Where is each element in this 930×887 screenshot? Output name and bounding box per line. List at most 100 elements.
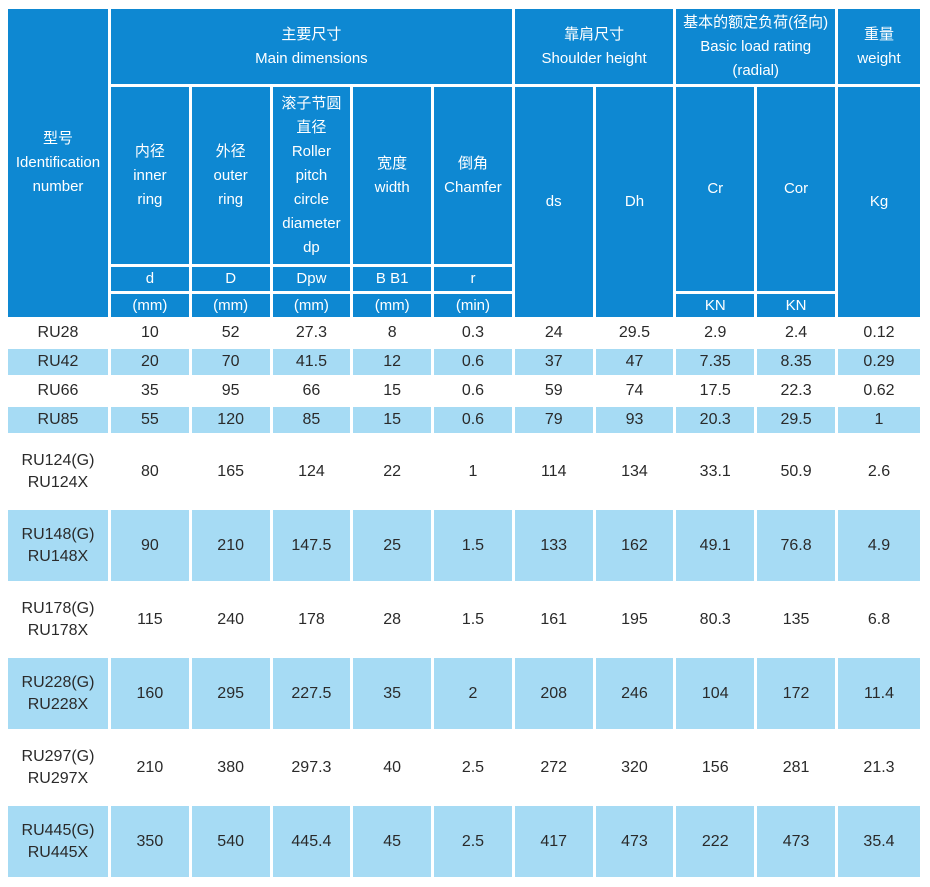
cell-D: 540 [191,806,270,877]
cell-d: 10 [111,320,189,346]
cell-Cor: 281 [757,732,835,803]
cell-Dh: 473 [595,806,674,877]
cell-Cr: 2.9 [676,320,755,346]
cell-Cr: 7.35 [676,349,755,375]
cell-r: 0.3 [434,320,512,346]
cell-ds: 79 [514,407,593,433]
cell-D: 52 [191,320,270,346]
cell-Cr: 156 [676,732,755,803]
cell-B-B1: 15 [353,378,432,404]
cell-model: RU28 [8,320,108,346]
unit-b-b1: (mm) [353,294,432,317]
cell-Cor: 135 [757,584,835,655]
cell-Dpw: 27.3 [272,320,351,346]
cell-Cor: 50.9 [757,436,835,507]
cell-Cr: 80.3 [676,584,755,655]
cell-Kg: 21.3 [838,732,920,803]
cell-ds: 417 [514,806,593,877]
col-header-ds: ds [514,87,593,317]
cell-Dh: 320 [595,732,674,803]
cell-ds: 208 [514,658,593,729]
cell-Kg: 4.9 [838,510,920,581]
cell-Cor: 2.4 [757,320,835,346]
cell-Kg: 1 [838,407,920,433]
unit-cor: KN [757,294,835,317]
group-header-weight: 重量 weight [838,9,920,84]
cell-Kg: 0.12 [838,320,920,346]
unit-cr: KN [676,294,755,317]
cell-Dh: 29.5 [595,320,674,346]
cell-Dpw: 297.3 [272,732,351,803]
cell-D: 210 [191,510,270,581]
cell-r: 2.5 [434,732,512,803]
cell-Kg: 2.6 [838,436,920,507]
table-row: RU228(G) RU228X 160 295 227.5 35 2 208 246 104 17… [8,658,920,729]
cell-ds: 114 [514,436,593,507]
cell-Cor: 76.8 [757,510,835,581]
col-header-cr: Cr [676,87,755,291]
symbol-r: r [434,267,512,291]
cell-Dh: 162 [595,510,674,581]
cell-d: 80 [111,436,189,507]
cell-r: 2.5 [434,806,512,877]
cell-ds: 37 [514,349,593,375]
cell-Kg: 6.8 [838,584,920,655]
unit-dpw: (mm) [272,294,351,317]
unit-D: (mm) [191,294,270,317]
col-header-inner-ring: 内径 inner ring [111,87,189,264]
cell-model: RU124(G) RU124X [8,436,108,507]
cell-r: 0.6 [434,407,512,433]
table-row: RU178(G) RU178X 115 240 178 28 1.5 161 195 80.3 1… [8,584,920,655]
cell-Cr: 104 [676,658,755,729]
header-title-row: 内径 inner ring 外径 outer ring 滚子节圆 直径 Roll… [8,87,920,317]
cell-Dpw: 124 [272,436,351,507]
table-row: RU148(G) RU148X 90 210 147.5 25 1.5 133 162 49.1… [8,510,920,581]
cell-Dh: 74 [595,378,674,404]
cell-d: 20 [111,349,189,375]
cell-B-B1: 25 [353,510,432,581]
table-row: RU28 10 52 27.3 8 0.3 24 29.5 2.9 2.4 0.12 [8,320,920,346]
table-row: RU445(G) RU445X 350 540 445.4 45 2.5 417 473 222… [8,806,920,877]
col-header-cor: Cor [757,87,835,291]
col-header-kg: Kg [838,87,920,317]
group-header-main-dimensions: 主要尺寸 Main dimensions [111,9,512,84]
symbol-d: d [111,267,189,291]
table-row: RU66 35 95 66 15 0.6 59 74 17.5 22.3 0.62 [8,378,920,404]
cell-d: 160 [111,658,189,729]
cell-model: RU228(G) RU228X [8,658,108,729]
cell-B-B1: 40 [353,732,432,803]
cell-B-B1: 12 [353,349,432,375]
cell-d: 90 [111,510,189,581]
cell-Dpw: 445.4 [272,806,351,877]
bearing-spec-table: 型号 Identification number 主要尺寸 Main dimen… [5,6,923,880]
cell-r: 2 [434,658,512,729]
cell-Dh: 47 [595,349,674,375]
cell-d: 115 [111,584,189,655]
cell-ds: 272 [514,732,593,803]
cell-Dpw: 66 [272,378,351,404]
col-header-outer-ring: 外径 outer ring [191,87,270,264]
cell-Cr: 20.3 [676,407,755,433]
cell-r: 0.6 [434,349,512,375]
cell-Dh: 134 [595,436,674,507]
cell-Cor: 22.3 [757,378,835,404]
cell-model: RU445(G) RU445X [8,806,108,877]
cell-model: RU148(G) RU148X [8,510,108,581]
cell-model: RU297(G) RU297X [8,732,108,803]
cell-Dpw: 178 [272,584,351,655]
symbol-b-b1: B B1 [353,267,432,291]
cell-ds: 59 [514,378,593,404]
cell-D: 120 [191,407,270,433]
cell-D: 95 [191,378,270,404]
cell-Cor: 473 [757,806,835,877]
cell-Dpw: 41.5 [272,349,351,375]
cell-model: RU42 [8,349,108,375]
cell-Cr: 33.1 [676,436,755,507]
cell-Cor: 8.35 [757,349,835,375]
cell-Dh: 93 [595,407,674,433]
cell-r: 1 [434,436,512,507]
cell-Dh: 195 [595,584,674,655]
group-header-basic-load-rating: 基本的额定负荷(径向) Basic load rating (radial) [676,9,835,84]
col-header-width: 宽度 width [353,87,432,264]
